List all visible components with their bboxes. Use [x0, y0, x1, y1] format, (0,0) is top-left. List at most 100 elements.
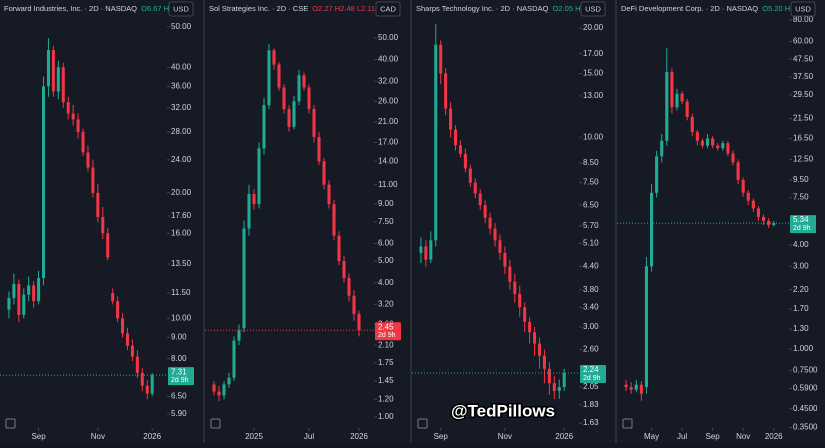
- candle-body: [242, 228, 246, 329]
- candle-body: [434, 44, 438, 241]
- candle-body: [22, 294, 26, 315]
- candle-body: [624, 384, 628, 388]
- y-tick-label: 0.3500: [793, 423, 818, 432]
- y-tick-label: 2.10: [378, 340, 394, 349]
- y-tick-label: 1.70: [793, 304, 809, 313]
- candle-body: [644, 266, 649, 388]
- candle-body: [533, 332, 537, 344]
- last-price-tag: [580, 365, 606, 384]
- candle-body: [150, 375, 154, 394]
- candle-body: [91, 167, 95, 193]
- candle-body: [262, 105, 266, 149]
- candle-body: [424, 246, 428, 260]
- candle-body: [130, 345, 134, 357]
- currency-label: USD: [173, 4, 189, 13]
- event-icon: [5, 418, 16, 429]
- event-icon: [210, 418, 221, 429]
- candle-body: [352, 295, 356, 314]
- y-tick-label: 16.50: [793, 134, 814, 143]
- candle-body: [537, 343, 542, 356]
- event-icon: [622, 418, 633, 429]
- currency-box: [375, 1, 401, 17]
- header-values: O2.27 H2.48 L2.11 C: [312, 4, 383, 13]
- candle-body: [106, 233, 110, 258]
- candle-body: [552, 383, 556, 391]
- currency-label: USD: [585, 4, 601, 13]
- candle-body: [322, 161, 326, 185]
- y-tick-label: 15.00: [583, 69, 604, 78]
- candle-body: [488, 217, 492, 229]
- x-tick-label: 2026: [350, 432, 368, 441]
- candle-body: [282, 87, 286, 110]
- header-values: O6.67 H...: [141, 4, 175, 13]
- candle-body: [111, 293, 115, 302]
- candle-body: [444, 73, 448, 109]
- candle-body: [232, 340, 236, 378]
- y-tick-label: 1.000: [793, 344, 814, 353]
- x-tick-label: Sep: [706, 432, 721, 441]
- countdown-label: 2d 9h: [378, 332, 396, 339]
- candle-body: [705, 138, 710, 146]
- x-tick-label: 2026: [765, 432, 783, 441]
- candle-body: [493, 228, 497, 241]
- y-tick-label: 1.30: [793, 324, 809, 333]
- candle-body: [695, 131, 699, 141]
- y-tick-label: 37.50: [793, 72, 814, 81]
- x-tick-label: 2025: [245, 432, 263, 441]
- candle-body: [756, 208, 761, 217]
- candle-body: [439, 44, 443, 74]
- candle-body: [741, 179, 745, 193]
- y-tick-label: 10.00: [171, 314, 192, 323]
- candle-body: [690, 116, 694, 132]
- candle-body: [267, 50, 271, 106]
- candle-body: [649, 192, 654, 267]
- last-price-label: 5.34: [793, 215, 809, 224]
- last-price-label: 7.31: [171, 367, 187, 376]
- candle-body: [307, 87, 311, 110]
- y-tick-label: 29.50: [793, 90, 814, 99]
- y-tick-label: 1.00: [378, 412, 394, 421]
- y-tick-label: 5.90: [171, 409, 187, 418]
- candle-body: [767, 220, 771, 226]
- candle-body: [473, 182, 477, 194]
- currency-box: [168, 1, 194, 17]
- x-tick-label: Nov: [736, 432, 750, 441]
- candle-body: [227, 377, 231, 385]
- last-price-tag: [375, 322, 401, 341]
- candle-body: [557, 386, 561, 391]
- candle-body: [327, 184, 331, 205]
- y-tick-label: 32.00: [378, 76, 399, 85]
- candle-body: [670, 72, 674, 108]
- y-tick-label: 10.00: [583, 132, 604, 141]
- candle-body: [277, 64, 281, 88]
- candle-body: [721, 143, 725, 149]
- y-tick-label: 50.00: [171, 22, 192, 31]
- candle-body: [483, 205, 487, 218]
- candle-body: [685, 101, 689, 117]
- candle-body: [675, 93, 679, 108]
- y-tick-label: 8.00: [171, 354, 187, 363]
- y-tick-label: 4.40: [583, 262, 599, 271]
- y-tick-label: 1.20: [378, 394, 394, 403]
- countdown-label: 2d 9h: [793, 225, 811, 232]
- x-tick-label: 2026: [555, 432, 573, 441]
- y-tick-label: 9.00: [171, 333, 187, 342]
- candle-body: [135, 356, 139, 373]
- candle-body: [429, 240, 433, 260]
- candle-body: [634, 384, 638, 390]
- y-tick-label: 1.83: [583, 400, 599, 409]
- candle-body: [116, 301, 120, 319]
- y-tick-label: 47.50: [793, 54, 814, 63]
- candle-body: [297, 75, 301, 102]
- candle-body: [145, 385, 149, 394]
- candle-body: [419, 246, 423, 253]
- countdown-label: 2d 9h: [583, 375, 601, 382]
- candle-body: [252, 193, 256, 205]
- candle-body: [547, 368, 551, 384]
- candle-body: [711, 138, 715, 146]
- candle-body: [453, 129, 458, 146]
- candle-body: [660, 140, 664, 157]
- candle-body: [655, 156, 659, 193]
- y-tick-label: 1.45: [378, 376, 394, 385]
